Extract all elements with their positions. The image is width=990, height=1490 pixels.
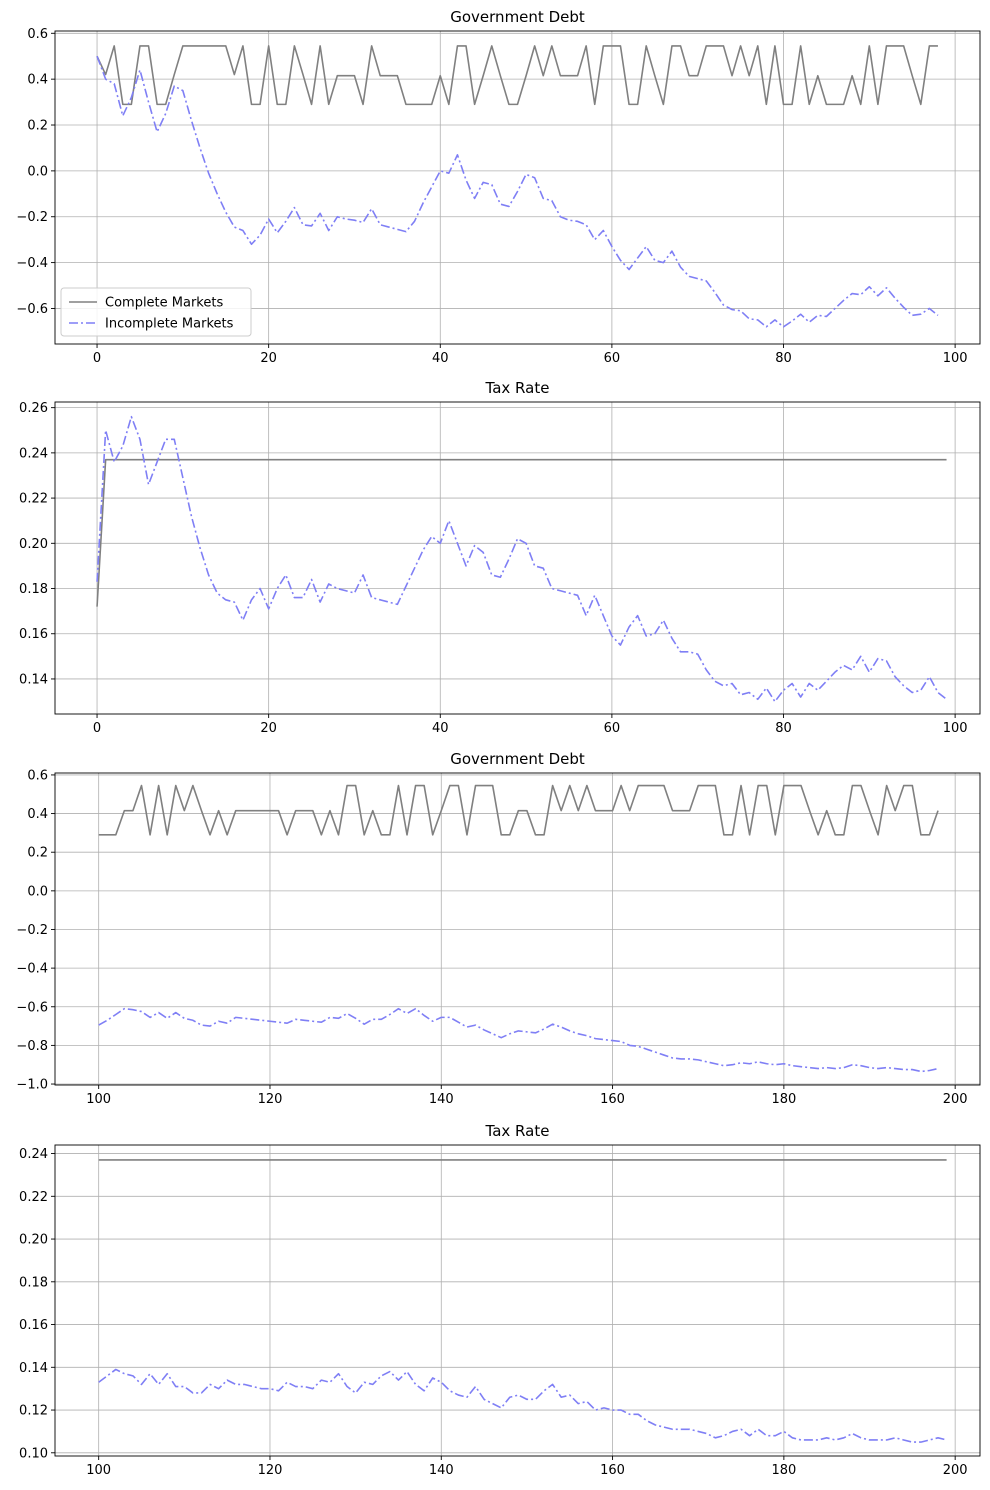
- y-tick-label: 0.6: [27, 768, 48, 783]
- legend-label: Complete Markets: [105, 296, 223, 311]
- series-line-complete-markets: [98, 784, 939, 836]
- y-tick-label: 0.22: [19, 1190, 48, 1205]
- series-line-complete-markets: [96, 45, 938, 106]
- x-tick-label: 200: [943, 1463, 968, 1478]
- x-tick-label: 120: [258, 1092, 283, 1107]
- plot-area-frame: [54, 30, 981, 345]
- y-tick-label: −0.6: [16, 1000, 48, 1015]
- y-tick-label: 0.14: [19, 672, 48, 687]
- y-tick-label: 0.24: [19, 1147, 48, 1162]
- chart-panel-3: 100 120 140 160 180 200 −1.0 −0.8 −0.6 −0.4 −0.2 0.…: [16, 750, 981, 1107]
- y-tick-label: 0.4: [27, 73, 48, 88]
- x-tick-label: 180: [771, 1092, 796, 1107]
- chart-title: Tax Rate: [485, 1122, 550, 1140]
- y-tick-label: 0.12: [19, 1404, 48, 1419]
- y-tick-label: −0.4: [16, 256, 48, 271]
- chart-title: Tax Rate: [485, 379, 550, 397]
- x-tick-label: 200: [943, 1092, 968, 1107]
- chart-title: Government Debt: [450, 8, 585, 26]
- x-tick-label: 20: [260, 721, 277, 736]
- y-tick-label: 0.22: [19, 492, 48, 507]
- y-tick-label: −0.4: [16, 962, 48, 977]
- series-line-incomplete-markets: [96, 415, 948, 703]
- x-tick-label: 40: [432, 721, 449, 736]
- x-tick-label: 60: [604, 721, 621, 736]
- y-tick-label: 0.10: [19, 1446, 48, 1461]
- y-tick-label: −0.2: [16, 210, 48, 225]
- y-tick-label: −0.2: [16, 923, 48, 938]
- x-tick-label: 0: [93, 721, 101, 736]
- y-tick-label: 0.18: [19, 1275, 48, 1290]
- x-tick-label: 100: [943, 351, 968, 366]
- series-line-incomplete-markets: [98, 1007, 939, 1073]
- y-tick-label: 0.26: [19, 401, 48, 416]
- x-tick-label: 20: [260, 351, 277, 366]
- x-tick-label: 80: [775, 721, 792, 736]
- series-line-incomplete-markets: [96, 55, 939, 328]
- y-tick-label: 0.2: [27, 119, 48, 134]
- x-tick-label: 100: [86, 1092, 111, 1107]
- x-tick-label: 160: [600, 1463, 625, 1478]
- y-tick-label: −0.8: [16, 1039, 48, 1054]
- series-line-incomplete-markets: [98, 1368, 947, 1443]
- y-tick-label: 0.18: [19, 582, 48, 597]
- y-tick-label: 0.0: [27, 164, 48, 179]
- plot-area-frame: [54, 772, 981, 1086]
- x-tick-label: 140: [429, 1463, 454, 1478]
- chart-panel-1: 0 20 40 60 80 100 −0.6 −0.4 −0.2 0.0 0.2 0.4 0.6 Gove…: [16, 8, 981, 366]
- x-tick-label: 100: [86, 1463, 111, 1478]
- legend-box: [60, 287, 252, 337]
- x-tick-label: 60: [604, 351, 621, 366]
- y-tick-label: 0.16: [19, 627, 48, 642]
- plot-area-frame: [54, 401, 981, 715]
- y-tick-label: −1.0: [16, 1078, 48, 1093]
- y-tick-label: 0.4: [27, 807, 48, 822]
- plot-area-frame: [54, 1144, 981, 1457]
- y-tick-label: −0.6: [16, 302, 48, 317]
- x-tick-label: 180: [771, 1463, 796, 1478]
- x-tick-label: 140: [429, 1092, 454, 1107]
- y-tick-label: 0.20: [19, 537, 48, 552]
- x-tick-label: 80: [775, 351, 792, 366]
- y-tick-label: 0.24: [19, 446, 48, 461]
- x-tick-label: 0: [93, 351, 101, 366]
- y-tick-label: 0.20: [19, 1233, 48, 1248]
- x-tick-label: 160: [600, 1092, 625, 1107]
- series-line-complete-markets: [96, 458, 947, 607]
- chart-panel-4: 100 120 140 160 180 200 0.10 0.12 0.14 0.16 0.18 0.…: [19, 1122, 981, 1478]
- chart-panel-2: 0 20 40 60 80 100 0.14 0.16 0.18 0.20 0.22 0.24 0.26…: [19, 379, 981, 736]
- legend: Complete Markets Incomplete Markets: [60, 287, 252, 337]
- y-tick-label: 0.16: [19, 1318, 48, 1333]
- legend-label: Incomplete Markets: [105, 317, 234, 332]
- chart-title: Government Debt: [450, 750, 585, 768]
- y-tick-label: 0.6: [27, 27, 48, 42]
- x-tick-label: 100: [943, 721, 968, 736]
- y-tick-label: 0.0: [27, 884, 48, 899]
- x-tick-label: 120: [258, 1463, 283, 1478]
- y-tick-label: 0.14: [19, 1361, 48, 1376]
- y-tick-label: 0.2: [27, 846, 48, 861]
- x-tick-label: 40: [432, 351, 449, 366]
